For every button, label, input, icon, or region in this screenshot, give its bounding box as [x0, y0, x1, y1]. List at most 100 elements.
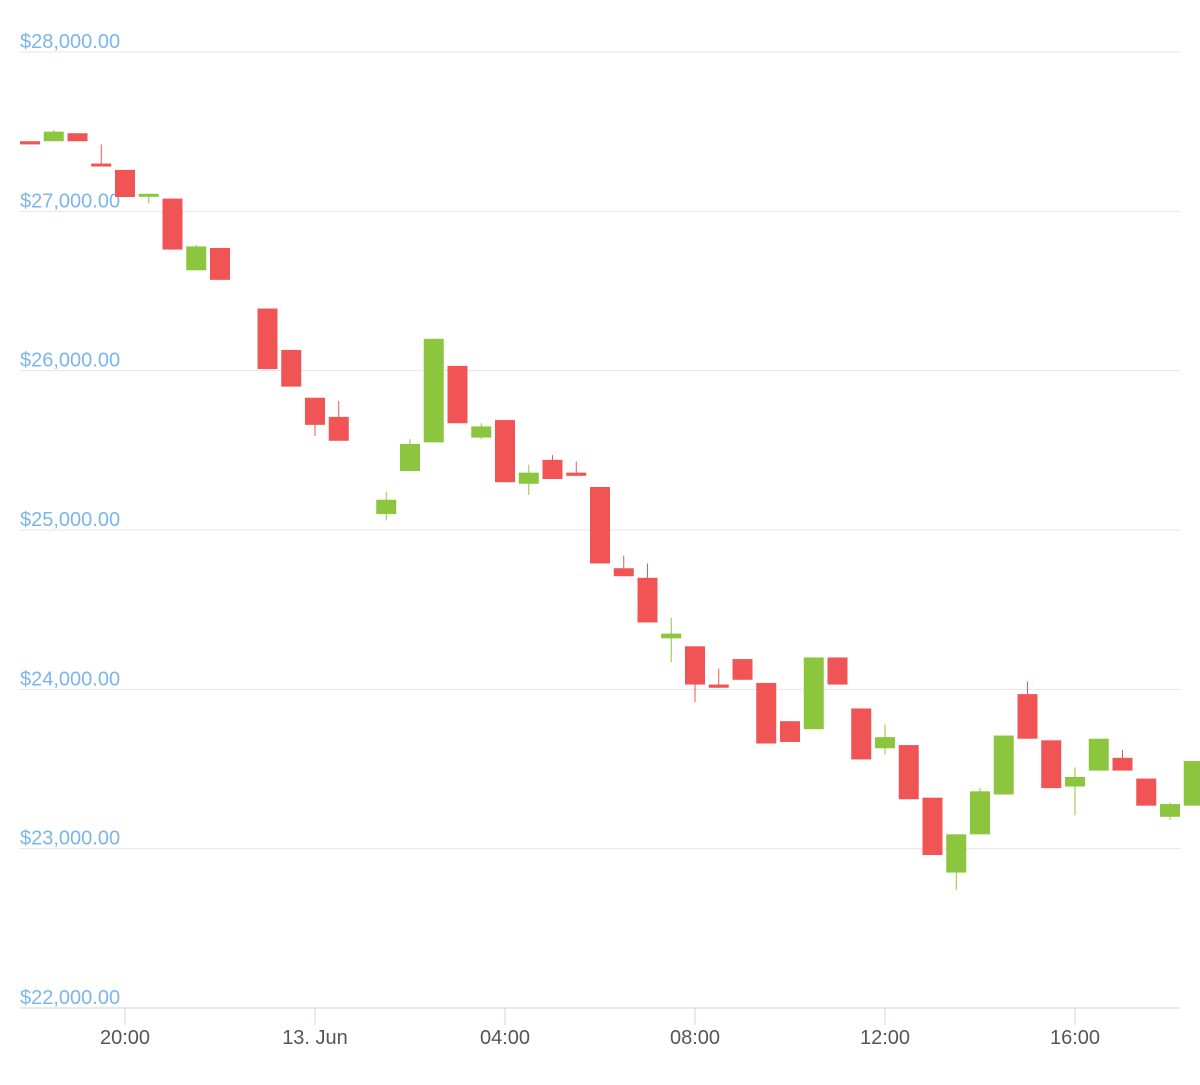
candle-down [922, 797, 943, 856]
candle-down [257, 308, 278, 370]
candle-body [827, 657, 848, 685]
candle-body [328, 416, 349, 441]
candle-down [305, 397, 325, 436]
candle-body [756, 682, 777, 744]
candle-down [210, 247, 230, 280]
y-tick-label: $26,000.00 [20, 350, 120, 372]
candle-up [186, 244, 207, 271]
y-tick-label: $28,000.00 [20, 31, 120, 53]
candle-down [1136, 778, 1157, 806]
x-axis-ticks: 20:00 13. Jun 04:00 08:00 12:00 16:00 [100, 1008, 1100, 1049]
y-tick-label: $24,000.00 [20, 668, 120, 690]
candle-down [1041, 740, 1062, 789]
candle-down [780, 721, 800, 742]
candle-body [946, 834, 967, 873]
candle-body [922, 797, 943, 856]
candles [20, 130, 1200, 891]
candle-body [898, 745, 919, 800]
candle-up [1065, 767, 1085, 816]
candle-body [67, 133, 88, 142]
candle-body [590, 486, 610, 564]
x-tick-label: 16:00 [1050, 1027, 1100, 1049]
candle-up [1160, 802, 1180, 820]
y-axis-tick-labels: $22,000.00 $23,000.00 $24,000.00 $25,000.00… [20, 31, 120, 1009]
candle-up [423, 338, 444, 443]
candle-body [210, 247, 230, 280]
y-tick-label: $23,000.00 [20, 828, 120, 850]
candle-body [685, 646, 705, 685]
candle-body [1065, 776, 1085, 787]
candle-down [328, 400, 349, 441]
candle-down [566, 461, 587, 476]
candle-down [67, 133, 88, 142]
candle-up [400, 439, 420, 472]
candle-body [305, 397, 325, 425]
candle-body [1112, 757, 1133, 771]
y-tick-label: $22,000.00 [20, 987, 120, 1009]
candle-up [376, 491, 397, 521]
candle-down [447, 365, 468, 424]
candle-down [1017, 681, 1038, 739]
candle-up [946, 834, 967, 891]
candle-down [637, 563, 658, 623]
candle-body [1160, 804, 1180, 817]
candle-up [970, 788, 990, 835]
candle-body [708, 684, 729, 688]
candle-body [732, 659, 753, 680]
candle-body [1136, 778, 1157, 806]
candle-body [803, 657, 824, 730]
y-tick-label: $25,000.00 [20, 509, 120, 531]
candle-body [495, 420, 515, 483]
candle-body [661, 633, 682, 639]
candle-down [542, 455, 563, 480]
candle-down [827, 657, 848, 685]
candle-down [495, 420, 515, 483]
candle-body [613, 568, 634, 577]
candle-body [471, 426, 492, 438]
candle-body [91, 163, 112, 167]
candle-body [1017, 694, 1038, 739]
candle-body [1088, 738, 1109, 771]
candle-up [993, 735, 1014, 795]
candle-down [162, 198, 183, 250]
candle-up [43, 130, 64, 142]
candle-down [613, 555, 634, 577]
candle-down [685, 646, 705, 703]
candle-body [423, 338, 444, 443]
candle-down [898, 745, 919, 800]
candle-up [1088, 738, 1109, 771]
candle-up [138, 193, 159, 204]
candle-body [20, 141, 40, 145]
grid-lines [20, 51, 1180, 850]
candle-down [708, 668, 729, 688]
candle-body [447, 365, 468, 424]
candle-up [518, 464, 539, 495]
candle-body [518, 472, 539, 484]
candle-body [1183, 761, 1200, 806]
candle-up [875, 724, 895, 755]
candle-down [756, 682, 777, 744]
candle-down [590, 486, 610, 564]
candle-down [732, 659, 753, 680]
x-tick-label: 12:00 [860, 1027, 910, 1049]
candle-up [661, 617, 682, 663]
x-tick-label: 08:00 [670, 1027, 720, 1049]
candle-down [20, 141, 40, 145]
candle-down [851, 708, 872, 760]
candle-body [970, 791, 990, 835]
candle-up [471, 423, 492, 440]
candle-body [162, 198, 183, 250]
candle-body [851, 708, 872, 760]
candle-body [43, 131, 64, 142]
candle-body [542, 459, 563, 480]
candle-body [115, 169, 135, 197]
candle-body [780, 721, 800, 742]
x-tick-label: 13. Jun [282, 1027, 348, 1049]
candle-body [1041, 740, 1062, 789]
candle-body [566, 472, 587, 476]
candle-up [803, 657, 824, 730]
x-tick-label: 20:00 [100, 1027, 150, 1049]
candle-down [91, 144, 112, 167]
candle-down [1112, 749, 1133, 771]
candle-body [138, 193, 159, 197]
